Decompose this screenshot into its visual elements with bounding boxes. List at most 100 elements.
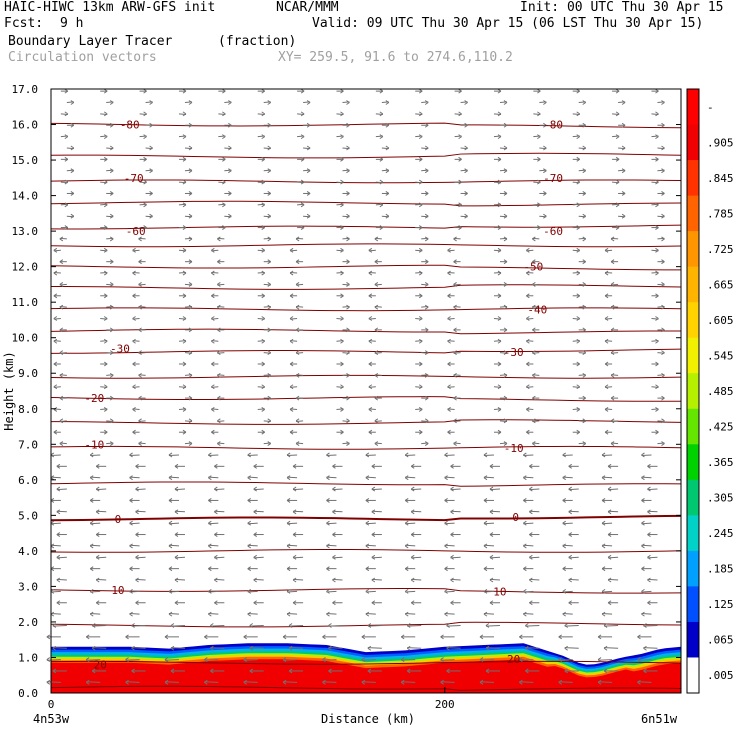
circulation-vector-head <box>526 247 530 253</box>
circulation-vector <box>444 544 455 547</box>
circulation-vector-head <box>125 657 129 663</box>
circulation-vector-head <box>410 600 415 606</box>
circulation-vector <box>96 510 107 513</box>
circulation-vector-head <box>503 441 508 447</box>
contour-label: -40 <box>527 303 547 316</box>
circulation-vector-head <box>129 452 133 458</box>
circulation-vector-head <box>497 384 502 390</box>
circulation-vector <box>204 659 219 661</box>
colorbar-segment <box>687 515 699 552</box>
circulation-vector-head <box>576 429 580 435</box>
circulation-vector <box>371 488 382 491</box>
circulation-vector <box>287 613 298 615</box>
circulation-vector-head <box>346 259 350 265</box>
circulation-vector-head <box>332 577 336 583</box>
x-tick-label: 200 <box>435 698 455 711</box>
circulation-vector-head <box>295 395 300 401</box>
circulation-vector-head <box>418 384 423 390</box>
circulation-vector-head <box>109 281 114 287</box>
circulation-vector-head <box>604 316 609 321</box>
circulation-vector-head <box>497 429 502 435</box>
colorbar-label: .305 <box>707 492 734 505</box>
circulation-vector-head <box>582 327 586 333</box>
circulation-vector-head <box>576 361 580 367</box>
circulation-vector <box>647 510 658 513</box>
circulation-vector-head <box>149 100 153 105</box>
circulation-vector <box>164 681 179 683</box>
circulation-vector <box>444 522 455 525</box>
circulation-vector-head <box>400 657 405 663</box>
y-axis-title: Height (km) <box>2 351 16 430</box>
circulation-vector-head <box>188 236 193 242</box>
circulation-vector-head <box>247 520 251 526</box>
circulation-vector-head <box>607 532 612 537</box>
circulation-vector-head <box>340 179 344 185</box>
circulation-vector-head <box>89 566 94 572</box>
circulation-vector-head <box>332 509 336 515</box>
circulation-vector-head <box>289 429 294 435</box>
circulation-vector-head <box>288 623 293 628</box>
circulation-vector-head <box>129 543 133 549</box>
circulation-vector-head <box>582 259 586 265</box>
circulation-vector <box>243 659 258 661</box>
model-title: HAIC-HIWC 13km ARW-GFS init <box>4 0 216 15</box>
circulation-vector-head <box>53 247 58 253</box>
circulation-vector-head <box>424 122 429 128</box>
circulation-vector-head <box>483 611 488 617</box>
circulation-vector-head <box>371 600 376 606</box>
circulation-vector-head <box>641 475 645 481</box>
circulation-vector-head <box>332 600 336 606</box>
contour-line <box>50 328 682 335</box>
circulation-vector-head <box>374 304 379 310</box>
circulation-vector-head <box>174 509 179 515</box>
circulation-vector-head <box>568 554 572 560</box>
circulation-vector-head <box>228 191 232 196</box>
circulation-vector-head <box>249 623 253 628</box>
circulation-vector-head <box>253 532 257 537</box>
circulation-vector-head <box>368 384 373 390</box>
circulation-vector-head <box>453 304 457 310</box>
circulation-vector-head <box>621 145 626 151</box>
contour-label: -70 <box>124 172 144 185</box>
circulation-vector <box>170 647 185 649</box>
circulation-vector-head <box>661 441 665 447</box>
contour-line <box>50 548 682 553</box>
circulation-vector-head <box>326 588 330 594</box>
circulation-vector-head <box>109 100 114 105</box>
circulation-vector-head <box>607 486 612 492</box>
circulation-vector <box>641 613 652 615</box>
circulation-vector <box>562 544 573 547</box>
circulation-vector-head <box>300 179 305 185</box>
circulation-vector <box>249 624 264 627</box>
circulation-vector-head <box>222 156 226 162</box>
circulation-vector-head <box>214 509 218 515</box>
circulation-vector-head <box>526 293 530 299</box>
circulation-vector-head <box>525 645 529 651</box>
circulation-vector-head <box>371 509 376 515</box>
circulation-vector-head <box>497 361 502 367</box>
circulation-vector-head <box>655 156 659 162</box>
circulation-vector-head <box>222 179 226 185</box>
circulation-vector-head <box>558 634 562 640</box>
contour-line <box>50 419 682 425</box>
circulation-vector <box>332 488 343 491</box>
circulation-vector-head <box>129 520 133 526</box>
circulation-vector <box>371 510 382 513</box>
circulation-vector-head <box>655 316 659 321</box>
circulation-vector <box>249 647 264 649</box>
circulation-vector-head <box>91 623 96 628</box>
field-name: Boundary Layer Tracer <box>8 34 173 49</box>
circulation-vector-head <box>374 395 379 401</box>
circulation-vector-head <box>418 429 423 435</box>
circulation-vector-head <box>85 634 90 640</box>
circulation-vector-head <box>261 293 265 299</box>
circulation-vector-head <box>404 588 409 594</box>
circulation-vector-head <box>361 679 366 685</box>
circulation-vector-head <box>368 338 373 344</box>
circulation-vector-head <box>109 236 114 242</box>
circulation-vector-head <box>95 463 100 469</box>
circulation-vector-head <box>497 111 502 117</box>
circulation-vector-head <box>328 668 332 674</box>
overlay-name: Circulation vectors <box>8 50 157 65</box>
circulation-vector-head <box>286 498 291 503</box>
